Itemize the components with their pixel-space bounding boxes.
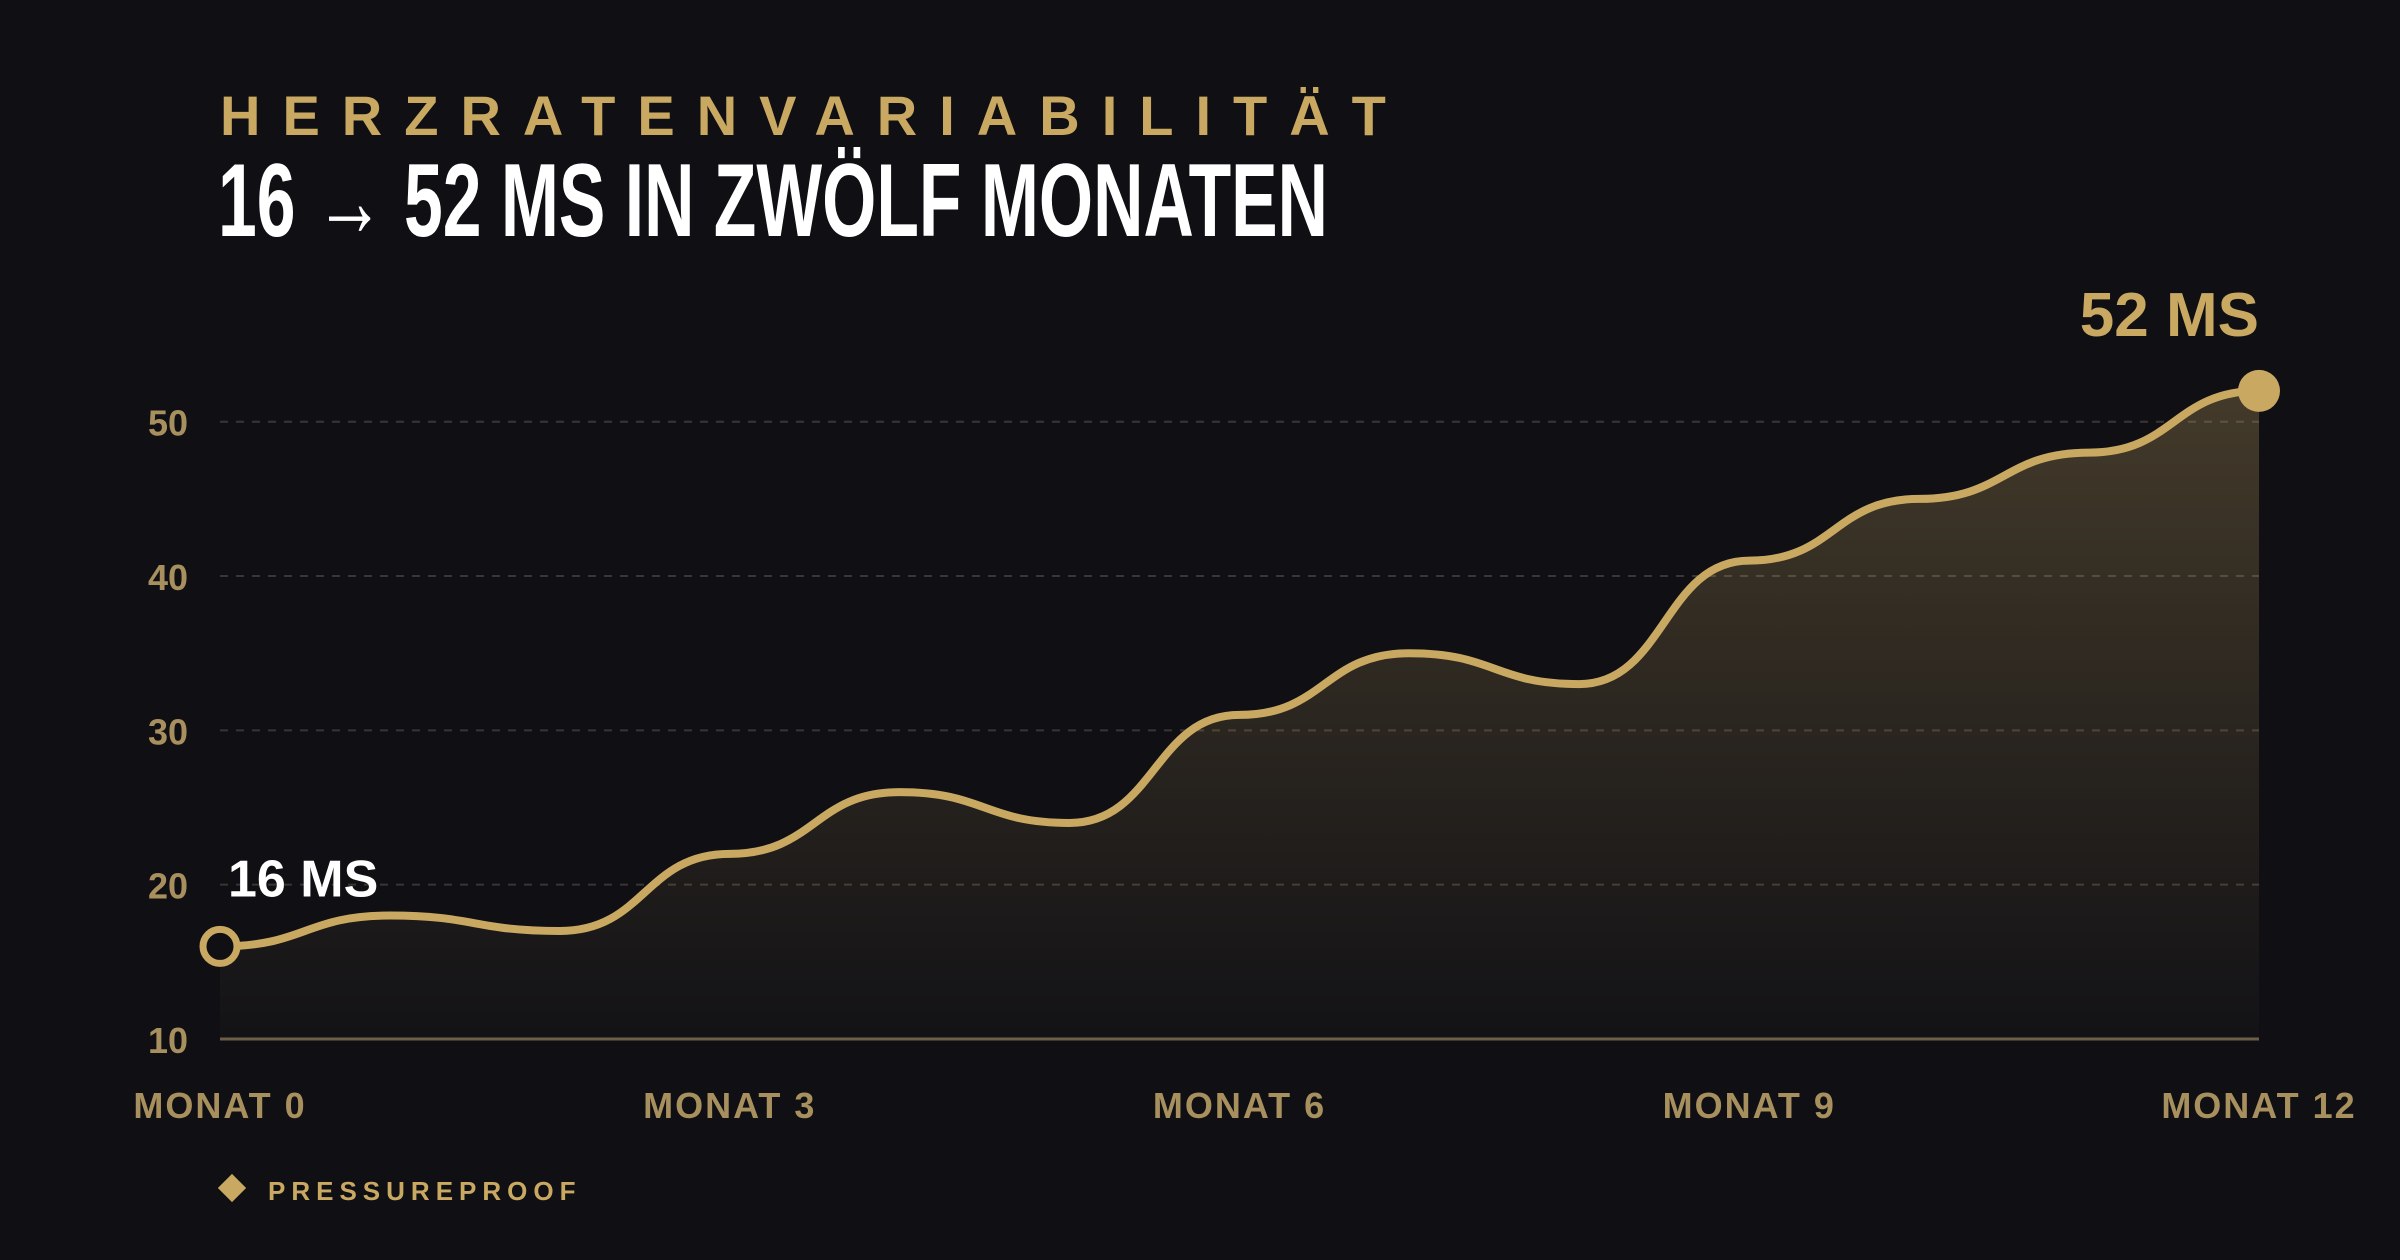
chart-subtitle: HERZRATENVARIABILITÄT xyxy=(220,84,1408,147)
y-tick-label: 20 xyxy=(148,866,188,907)
x-tick-label: MONAT 3 xyxy=(643,1085,816,1126)
x-tick-label: MONAT 12 xyxy=(2161,1085,2356,1126)
chart-title: 16 → 52 MS IN ZWÖLF MONATEN xyxy=(218,143,1328,259)
legend-label: PRESSUREPROOF xyxy=(268,1176,582,1206)
annotation: 16 MS xyxy=(228,850,378,908)
start-point xyxy=(199,925,241,967)
y-tick-label: 50 xyxy=(148,403,188,444)
x-tick-label: MONAT 0 xyxy=(133,1085,306,1126)
legend-marker xyxy=(217,1173,247,1203)
y-tick-label: 40 xyxy=(148,557,188,598)
annotation: 52 MS xyxy=(2080,281,2259,350)
line xyxy=(216,386,2263,951)
end-point xyxy=(2238,369,2280,412)
x-tick-label: MONAT 6 xyxy=(1153,1085,1326,1126)
y-tick-label: 10 xyxy=(148,1020,188,1061)
x-tick-label: MONAT 9 xyxy=(1663,1085,1836,1126)
y-tick-label: 30 xyxy=(148,711,188,752)
